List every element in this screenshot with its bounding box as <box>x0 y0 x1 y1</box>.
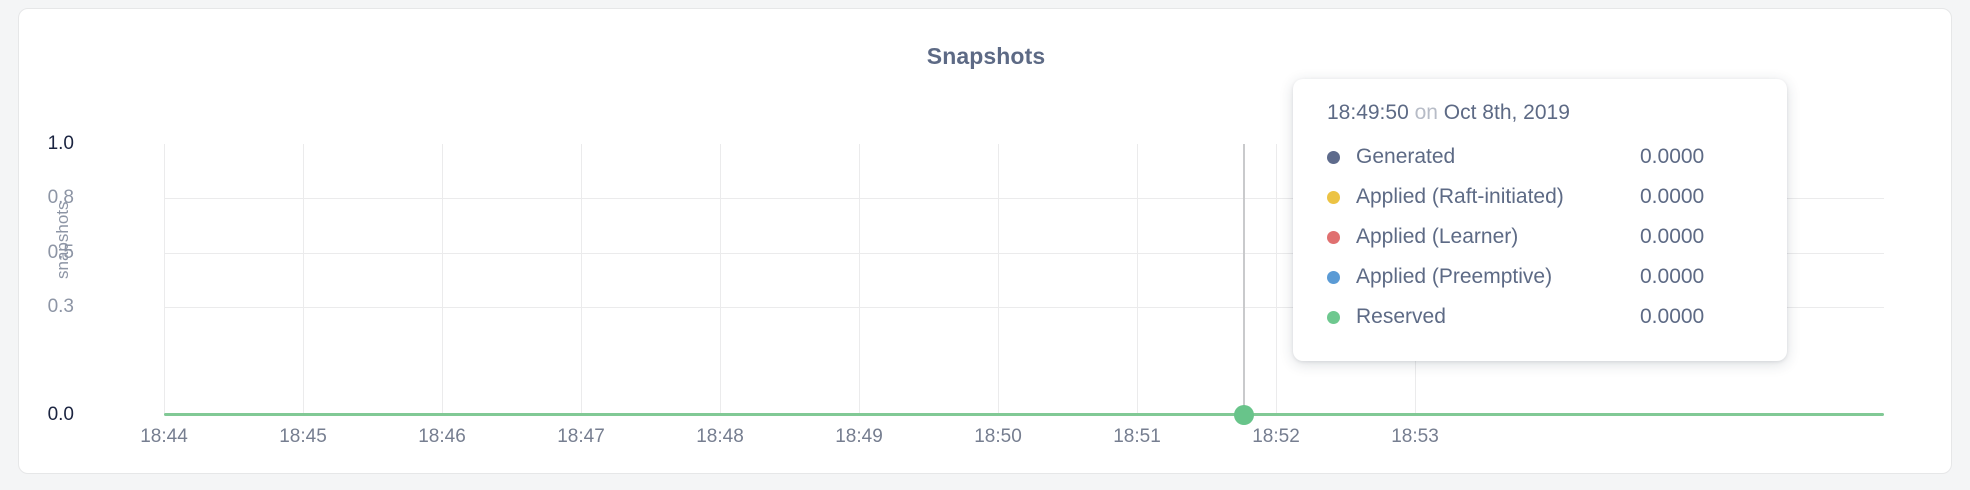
series-dot-icon-generated <box>1327 150 1340 164</box>
tooltip-row-applied-learner: Applied (Learner) 0.0000 <box>1327 217 1753 257</box>
tooltip-row-reserved: Reserved 0.0000 <box>1327 297 1753 337</box>
series-dot-icon-reserved <box>1327 310 1340 324</box>
tooltip-label: Reserved <box>1356 305 1446 328</box>
tooltip-label: Applied (Raft-initiated) <box>1356 185 1564 208</box>
series-line-reserved <box>164 413 1884 416</box>
tooltip-header: 18:49:50 on Oct 8th, 2019 <box>1327 101 1753 125</box>
tooltip-row-applied-raft-initiated: Applied (Raft-initiated) 0.0000 <box>1327 177 1753 217</box>
gridline-x-1852 <box>1276 144 1277 415</box>
series-dot-icon-applied-raft-initiated <box>1327 190 1340 204</box>
tooltip-row-applied-preemptive: Applied (Preemptive) 0.0000 <box>1327 257 1753 297</box>
gridline-x-1846 <box>442 144 443 415</box>
hover-crosshair <box>1243 144 1245 417</box>
x-tick-1853: 18:53 <box>1391 426 1439 447</box>
x-tick-1852: 18:52 <box>1252 426 1300 447</box>
y-tick-0-8: 0.8 <box>47 187 74 208</box>
x-tick-1846: 18:46 <box>418 426 466 447</box>
tooltip-date: Oct 8th, 2019 <box>1443 101 1570 124</box>
tooltip-value: 0.0000 <box>1640 185 1705 208</box>
gridline-x-1848 <box>720 144 721 415</box>
gridline-x-1845 <box>303 144 304 415</box>
y-tick-0-5: 0.5 <box>47 242 74 263</box>
tooltip-row-generated: Generated 0.0000 <box>1327 137 1753 177</box>
gridline-x-1847 <box>581 144 582 415</box>
tooltip-label: Applied (Learner) <box>1356 225 1519 248</box>
gridline-y-0-5 <box>164 253 1884 254</box>
x-tick-1850: 18:50 <box>974 426 1022 447</box>
tooltip-label: Generated <box>1356 145 1456 168</box>
tooltip-value: 0.0000 <box>1640 145 1705 168</box>
gridline-x-1851 <box>1137 144 1138 415</box>
gridline-y-0-3 <box>164 307 1884 308</box>
tooltip-label: Applied (Preemptive) <box>1356 265 1553 288</box>
hover-tooltip: 18:49:50 on Oct 8th, 2019 Generated 0.00… <box>1293 79 1787 361</box>
x-tick-1844: 18:44 <box>140 426 188 447</box>
x-tick-1847: 18:47 <box>557 426 605 447</box>
hover-marker-dot <box>1234 405 1254 425</box>
tooltip-value: 0.0000 <box>1640 305 1705 328</box>
page-title: Snapshots <box>926 43 1046 69</box>
y-tick-1-0: 1.0 <box>47 133 74 154</box>
y-tick-0-0: 0.0 <box>47 404 74 425</box>
gridline-x-1849 <box>859 144 860 415</box>
x-tick-1851: 18:51 <box>1113 426 1161 447</box>
x-tick-1845: 18:45 <box>279 426 327 447</box>
y-tick-0-3: 0.3 <box>47 296 74 317</box>
x-tick-1849: 18:49 <box>835 426 883 447</box>
y-axis-label: snapshots <box>53 201 72 280</box>
x-tick-1848: 18:48 <box>696 426 744 447</box>
series-dot-icon-applied-learner <box>1327 230 1340 244</box>
gridline-x-1850 <box>998 144 999 415</box>
tooltip-connector: on <box>1414 101 1438 124</box>
tooltip-value: 0.0000 <box>1640 225 1705 248</box>
series-dot-icon-applied-preemptive <box>1327 270 1340 284</box>
tooltip-time: 18:49:50 <box>1327 101 1409 124</box>
hover-marker <box>1224 405 1264 425</box>
chart-card: Snapshots snapshots 1.0 0.8 0.5 0.3 0.0 <box>18 8 1952 474</box>
gridline-y-0-8 <box>164 198 1884 199</box>
tooltip-value: 0.0000 <box>1640 265 1705 288</box>
gridline-x-1844 <box>164 144 165 415</box>
